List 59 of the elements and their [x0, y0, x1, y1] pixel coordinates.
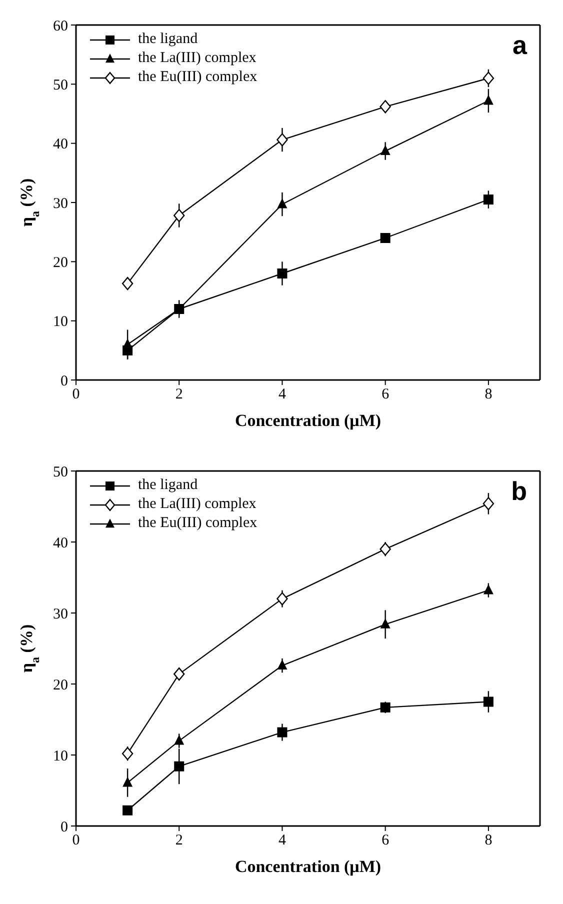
- x-axis-title: Concentration (μM): [234, 411, 382, 430]
- y-tick-label: 60: [53, 18, 68, 34]
- annotation: b: [511, 476, 527, 507]
- point: [380, 100, 391, 114]
- point: [122, 776, 133, 787]
- point: [174, 734, 184, 745]
- point: [122, 276, 134, 290]
- y-tick-label: 40: [53, 535, 68, 552]
- point: [380, 233, 390, 243]
- point: [483, 194, 494, 205]
- legend-label: the ligand: [138, 30, 198, 49]
- point: [276, 592, 288, 606]
- point: [380, 145, 390, 156]
- point: [380, 618, 390, 628]
- point: [483, 584, 494, 594]
- legend-label: the ligand: [138, 476, 198, 495]
- y-tick-label: 0: [60, 819, 68, 836]
- point: [122, 746, 134, 760]
- y-tick-label: 30: [53, 606, 68, 622]
- legend-label: the La(III) complex: [138, 495, 256, 514]
- legend-label: the Eu(III) complex: [138, 68, 258, 87]
- point: [174, 208, 185, 222]
- x-tick-label: 0: [72, 832, 80, 849]
- y-tick-label: 10: [53, 748, 68, 764]
- point: [174, 761, 184, 772]
- x-tick-label: 8: [484, 386, 492, 403]
- y-tick-label: 40: [53, 136, 68, 153]
- x-tick-label: 6: [382, 386, 390, 403]
- x-tick-label: 2: [175, 386, 183, 403]
- point: [380, 702, 390, 712]
- x-tick-label: 2: [175, 832, 183, 849]
- point: [174, 667, 185, 681]
- y-tick-label: 20: [53, 677, 68, 694]
- y-tick-label: 0: [60, 373, 68, 390]
- y-tick-label: 10: [53, 314, 68, 330]
- y-tick-label: 30: [53, 196, 68, 212]
- legend-label: the La(III) complex: [138, 49, 256, 68]
- y-tick-label: 50: [53, 77, 68, 94]
- point: [277, 660, 288, 670]
- x-axis-title: Concentration (μM): [234, 857, 382, 876]
- point: [483, 696, 494, 707]
- annotation: a: [512, 30, 527, 61]
- legend-label: the Eu(III) complex: [138, 514, 258, 533]
- x-tick-label: 8: [484, 832, 492, 849]
- point: [483, 94, 494, 105]
- y-tick-label: 50: [53, 464, 68, 480]
- point: [482, 72, 494, 85]
- x-tick-label: 0: [72, 386, 80, 403]
- point: [380, 542, 391, 556]
- y-tick-label: 20: [53, 254, 68, 271]
- point: [482, 497, 494, 510]
- point: [277, 268, 288, 278]
- point: [277, 727, 288, 738]
- point: [276, 133, 288, 146]
- point: [122, 805, 133, 816]
- x-tick-label: 6: [382, 832, 390, 849]
- x-tick-label: 4: [278, 386, 286, 403]
- point: [277, 198, 288, 208]
- x-tick-label: 4: [278, 832, 286, 849]
